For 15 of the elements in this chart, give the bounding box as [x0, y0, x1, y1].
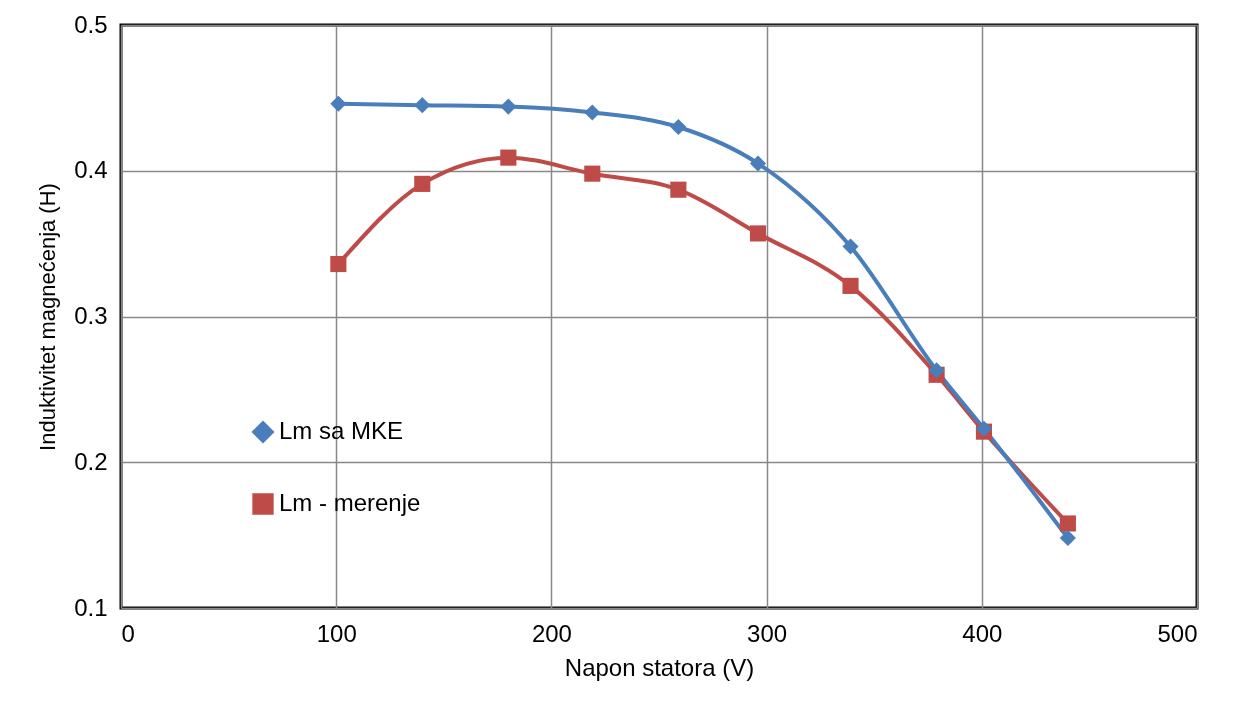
y-axis-title: Induktivitet magnećenja (H): [35, 183, 61, 451]
x-tick-label: 0: [121, 619, 135, 647]
x-tick-label: 500: [1157, 619, 1198, 647]
x-tick-label: 200: [531, 619, 572, 647]
y-tick-label: 0.1: [74, 593, 108, 621]
y-tick-label: 0.5: [74, 10, 108, 38]
y-tick-label: 0.4: [74, 156, 108, 184]
x-axis-title: Napon statora (V): [564, 653, 755, 681]
legend-label: Lm - merenje: [279, 489, 421, 516]
x-tick-label: 400: [962, 619, 1003, 647]
y-tick-label: 0.3: [74, 302, 108, 329]
legend-label: Lm sa MKE: [279, 417, 404, 444]
x-tick-label: 300: [747, 619, 788, 647]
x-tick-label: 100: [316, 619, 357, 647]
y-tick-label: 0.2: [74, 447, 108, 475]
